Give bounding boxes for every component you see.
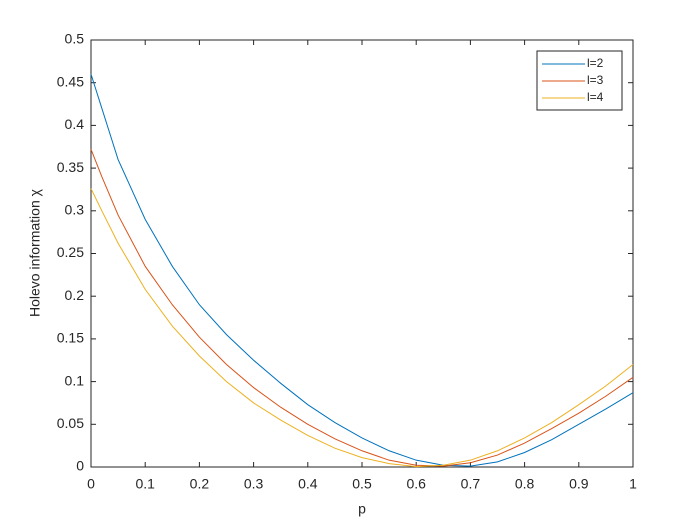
series-line [90, 74, 634, 467]
legend-label: l=2 [587, 56, 604, 70]
plot-frame [90, 39, 634, 468]
legend-label: l=3 [587, 73, 604, 87]
x-tick-label: 0.5 [352, 476, 372, 492]
y-tick-label: 0.1 [65, 372, 85, 388]
y-tick-label: 0 [76, 458, 84, 474]
y-tick-label: 0.35 [57, 159, 84, 175]
x-axis-label: p [358, 501, 366, 517]
x-tick-label: 0.3 [244, 476, 264, 492]
y-axis-label: Holevo information χ [27, 188, 43, 317]
y-tick-label: 0.3 [65, 202, 85, 218]
y-tick-label: 0.2 [65, 287, 85, 303]
y-tick-label: 0.45 [57, 73, 84, 89]
x-tick-label: 1 [629, 476, 637, 492]
x-tick-label: 0.4 [298, 476, 318, 492]
y-tick-label: 0.15 [57, 330, 84, 346]
series-line [90, 188, 634, 468]
x-tick-label: 0.1 [135, 476, 155, 492]
series-line [90, 149, 634, 467]
y-tick-label: 0.25 [57, 244, 84, 260]
x-tick-label: 0.7 [461, 476, 481, 492]
x-tick-label: 0 [87, 476, 95, 492]
x-tick-label: 0.9 [569, 476, 589, 492]
y-tick-label: 0.05 [57, 415, 84, 431]
legend-label: l=4 [587, 90, 604, 104]
y-tick-label: 0.5 [65, 31, 85, 47]
x-tick-label: 0.8 [515, 476, 535, 492]
x-tick-label: 0.2 [190, 476, 210, 492]
y-tick-label: 0.4 [65, 116, 85, 132]
x-tick-label: 0.6 [406, 476, 426, 492]
